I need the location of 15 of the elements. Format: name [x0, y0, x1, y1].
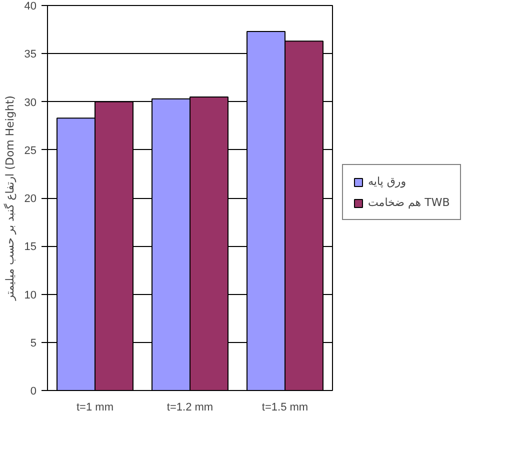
y-tick-label: 5 [30, 337, 37, 350]
x-tick-label: t=1.5 mm [262, 402, 308, 414]
x-tick-label: t=1.2 mm [166, 402, 214, 414]
legend-label: هم ضخامت TWB [368, 196, 450, 209]
y-tick-label: 0 [30, 386, 37, 398]
y-tick-label: 10 [24, 289, 37, 302]
y-tick-label: 35 [24, 48, 37, 61]
y-tick-label: 20 [24, 193, 37, 205]
y-tick-label: 40 [24, 0, 37, 12]
y-tick-label: 25 [24, 144, 37, 157]
y-axis-title: ارتفاع گنبد بر حسب میلیمتر (Dom Height) [3, 96, 16, 302]
legend-label: ورق پایه [368, 175, 406, 188]
y-tick-label: 15 [24, 241, 37, 254]
y-tick-label: 30 [24, 96, 37, 109]
x-tick-label: t=1 mm [76, 402, 114, 414]
